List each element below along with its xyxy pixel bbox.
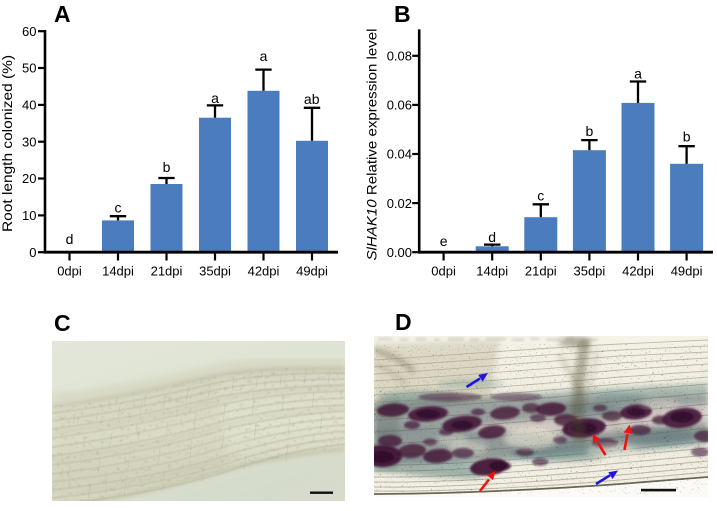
svg-text:b: b: [163, 159, 171, 175]
svg-text:10: 10: [22, 208, 36, 223]
svg-text:0.06: 0.06: [387, 98, 412, 113]
svg-text:0dpi: 0dpi: [57, 263, 82, 278]
svg-text:40: 40: [22, 98, 36, 113]
svg-text:0dpi: 0dpi: [431, 263, 456, 278]
svg-text:42dpi: 42dpi: [622, 263, 654, 278]
svg-text:49dpi: 49dpi: [671, 263, 703, 278]
svg-text:A: A: [54, 1, 71, 27]
svg-text:Root length colonized (%): Root length colonized (%): [0, 55, 15, 232]
svg-text:35dpi: 35dpi: [199, 263, 231, 278]
svg-text:b: b: [586, 123, 594, 139]
svg-text:e: e: [440, 233, 448, 249]
svg-text:d: d: [488, 229, 496, 245]
svg-text:0.02: 0.02: [387, 196, 412, 211]
svg-text:0.00: 0.00: [387, 245, 412, 260]
svg-text:c: c: [537, 188, 544, 204]
svg-text:b: b: [683, 129, 691, 145]
svg-text:0.08: 0.08: [387, 49, 412, 64]
svg-text:49dpi: 49dpi: [296, 263, 328, 278]
svg-text:D: D: [395, 309, 412, 335]
svg-text:42dpi: 42dpi: [248, 263, 280, 278]
svg-text:14dpi: 14dpi: [476, 263, 508, 278]
svg-text:30: 30: [22, 134, 36, 149]
svg-text:35dpi: 35dpi: [573, 263, 605, 278]
svg-text:d: d: [66, 231, 74, 247]
svg-text:60: 60: [22, 24, 36, 39]
svg-text:0.04: 0.04: [387, 147, 412, 162]
svg-text:C: C: [54, 310, 71, 336]
svg-text:a: a: [260, 48, 268, 64]
svg-text:SlHAK10 Relative expression le: SlHAK10 Relative expression level: [364, 28, 380, 260]
svg-text:20: 20: [22, 171, 36, 186]
svg-text:B: B: [394, 1, 411, 27]
svg-text:0: 0: [29, 245, 36, 260]
svg-text:a: a: [634, 66, 642, 82]
svg-text:14dpi: 14dpi: [102, 263, 134, 278]
svg-text:21dpi: 21dpi: [525, 263, 557, 278]
svg-text:ab: ab: [304, 91, 320, 107]
svg-text:a: a: [211, 90, 219, 106]
svg-text:c: c: [115, 200, 122, 216]
svg-text:50: 50: [22, 61, 36, 76]
svg-text:21dpi: 21dpi: [151, 263, 183, 278]
